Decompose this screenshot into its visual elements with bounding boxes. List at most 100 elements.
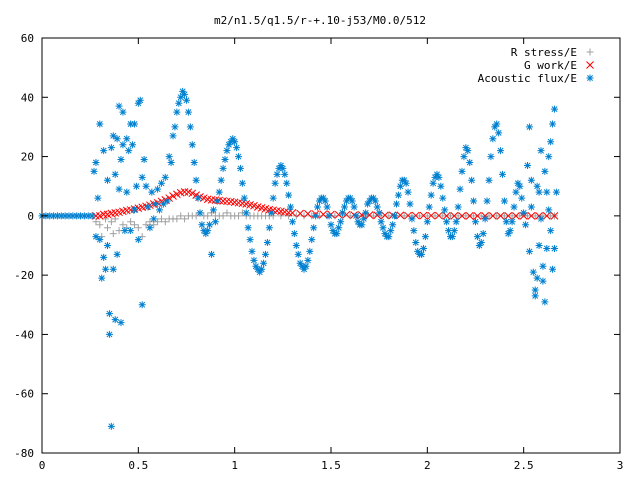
y-tick-label: 20 <box>21 151 34 164</box>
data-point <box>113 135 121 143</box>
data-point <box>279 164 287 172</box>
data-point <box>296 209 305 218</box>
data-point <box>437 182 445 190</box>
legend-marker <box>586 48 594 56</box>
data-point <box>92 212 100 220</box>
data-point <box>277 212 285 220</box>
data-point <box>393 200 401 208</box>
data-point <box>550 105 558 113</box>
data-point <box>165 153 173 161</box>
data-point <box>167 159 175 166</box>
data-point <box>483 197 491 205</box>
data-point <box>100 147 108 155</box>
data-point <box>130 206 138 214</box>
data-point <box>387 227 395 235</box>
data-point <box>439 212 447 220</box>
data-point <box>223 197 231 206</box>
data-point <box>179 87 187 95</box>
data-point <box>321 197 329 205</box>
data-point <box>127 218 135 226</box>
data-point <box>248 247 256 255</box>
data-point <box>233 144 241 152</box>
data-point <box>252 262 260 270</box>
data-point <box>265 224 273 232</box>
data-point <box>211 218 219 226</box>
data-point <box>527 203 535 211</box>
data-point <box>271 179 279 187</box>
data-point <box>527 212 536 220</box>
data-point <box>496 212 505 220</box>
data-point <box>130 120 138 128</box>
data-point <box>364 200 372 208</box>
data-point <box>402 179 410 187</box>
data-point <box>497 147 505 155</box>
data-point <box>188 141 196 149</box>
data-point <box>107 144 115 152</box>
data-point <box>552 188 560 196</box>
data-point <box>487 153 495 161</box>
data-point <box>489 135 497 143</box>
data-point <box>531 292 539 300</box>
plot-marks <box>38 87 560 430</box>
data-point <box>96 221 104 229</box>
data-point <box>100 253 108 261</box>
data-point <box>542 212 551 220</box>
data-point <box>508 218 516 226</box>
data-point <box>285 212 293 220</box>
series-0 <box>92 209 558 241</box>
data-point <box>391 212 399 220</box>
data-point <box>396 211 405 220</box>
data-point <box>508 212 516 220</box>
data-point <box>500 197 508 205</box>
data-point <box>389 221 397 229</box>
data-point <box>541 298 549 306</box>
data-point <box>516 182 524 190</box>
data-point <box>333 230 341 238</box>
data-point <box>337 218 345 226</box>
data-point <box>107 218 115 226</box>
data-point <box>288 218 296 226</box>
data-point <box>448 233 456 241</box>
data-point <box>150 215 158 223</box>
data-point <box>400 212 408 220</box>
data-point <box>294 250 302 258</box>
data-point <box>535 188 543 196</box>
data-point <box>362 209 370 217</box>
data-point <box>350 203 358 211</box>
data-point <box>157 215 165 223</box>
data-point <box>419 211 428 220</box>
data-point <box>550 212 559 220</box>
data-point <box>92 218 100 226</box>
data-point <box>339 209 347 217</box>
data-point <box>512 188 520 196</box>
data-point <box>404 188 412 196</box>
data-point <box>146 224 154 232</box>
data-point <box>443 218 451 226</box>
data-point <box>127 120 135 128</box>
data-point <box>549 120 557 128</box>
data-point <box>242 209 250 217</box>
x-tick-label: 1 <box>231 459 238 472</box>
data-point <box>246 236 254 244</box>
data-point <box>69 212 77 220</box>
data-point <box>425 203 433 211</box>
data-point <box>371 197 379 205</box>
data-point <box>192 176 200 184</box>
data-point <box>263 239 271 247</box>
y-tick-label: -20 <box>14 269 34 282</box>
data-point <box>175 99 183 107</box>
data-point <box>161 173 169 181</box>
data-point <box>506 227 514 235</box>
data-point <box>150 221 158 229</box>
data-point <box>134 224 142 232</box>
data-point <box>491 123 499 131</box>
series-2 <box>38 87 560 430</box>
data-point <box>50 212 58 220</box>
data-point <box>470 197 478 205</box>
data-point <box>173 215 181 223</box>
data-point <box>80 212 88 220</box>
data-point <box>194 194 202 202</box>
data-point <box>460 153 468 161</box>
data-point <box>518 194 526 202</box>
